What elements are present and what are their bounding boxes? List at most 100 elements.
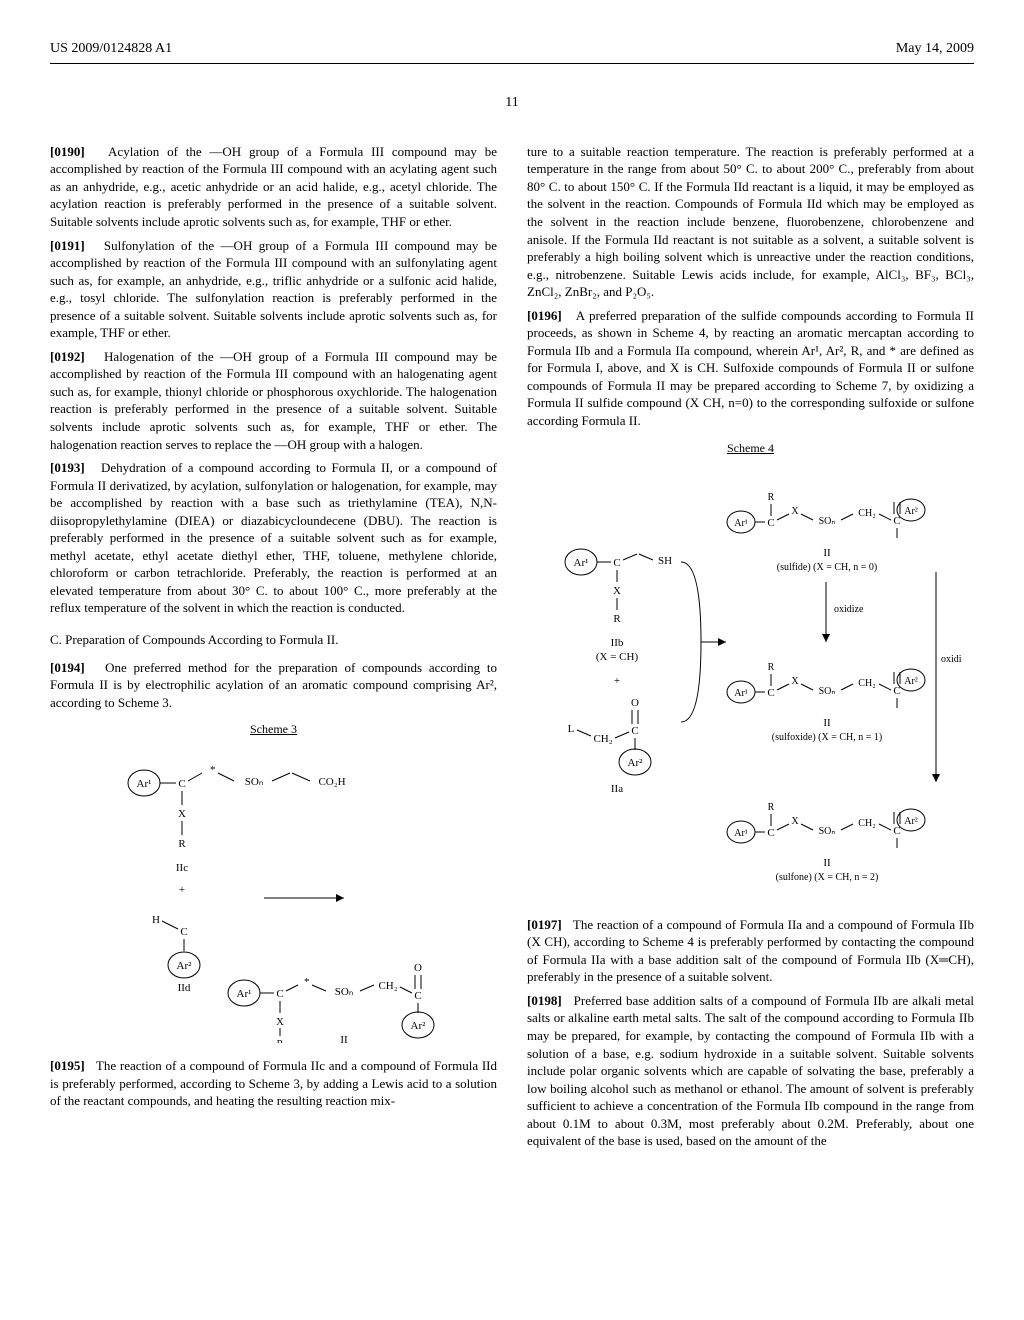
svg-text:X: X <box>791 676 799 687</box>
svg-text:Ar²: Ar² <box>410 1020 426 1032</box>
svg-text:SOₙ: SOₙ <box>334 986 352 998</box>
scheme4-label: Scheme 4 <box>527 440 974 456</box>
para-num: [0195] <box>50 1058 85 1073</box>
svg-text:C: C <box>767 517 774 529</box>
para-text: ture to a suitable reaction temperature.… <box>527 144 974 299</box>
two-column-layout: [0190] Acylation of the —OH group of a F… <box>50 143 974 1156</box>
svg-text:CH₂: CH₂ <box>858 508 875 519</box>
svg-text:+: + <box>178 884 184 896</box>
svg-text:Ar²: Ar² <box>904 676 918 687</box>
svg-text:*: * <box>304 976 310 988</box>
svg-text:C: C <box>178 778 185 790</box>
svg-text:X: X <box>178 808 186 820</box>
svg-text:CH₂: CH₂ <box>858 678 875 689</box>
svg-text:Ar¹: Ar¹ <box>734 688 748 699</box>
header-rule <box>50 63 974 64</box>
svg-text:Ar¹: Ar¹ <box>734 518 748 529</box>
svg-text:R: R <box>767 802 774 813</box>
para-text: Acylation of the —OH group of a Formula … <box>50 144 497 229</box>
paragraph-0190: [0190] Acylation of the —OH group of a F… <box>50 143 497 231</box>
paragraph-0197: [0197] The reaction of a compound of For… <box>527 916 974 986</box>
svg-text:X: X <box>791 506 799 517</box>
para-num: [0190] <box>50 144 85 159</box>
para-text: Halogenation of the —OH group of a Formu… <box>50 349 497 452</box>
svg-text:IIc: IIc <box>175 862 187 874</box>
svg-text:SOₙ: SOₙ <box>244 776 262 788</box>
svg-text:Ar²: Ar² <box>627 757 643 769</box>
para-num: [0194] <box>50 660 85 675</box>
svg-text:O: O <box>631 697 639 709</box>
svg-text:(sulfone) (X = CH, n = 2): (sulfone) (X = CH, n = 2) <box>775 872 878 883</box>
svg-text:SOₙ: SOₙ <box>818 826 835 837</box>
svg-text:X: X <box>791 816 799 827</box>
svg-text:CH₂: CH₂ <box>593 733 612 745</box>
svg-text:CH₂: CH₂ <box>858 818 875 829</box>
svg-text:C: C <box>767 827 774 839</box>
svg-text:oxidize: oxidize <box>941 654 961 665</box>
para-num: [0198] <box>527 993 562 1008</box>
svg-text:SOₙ: SOₙ <box>818 686 835 697</box>
svg-text:C: C <box>276 988 283 1000</box>
para-num: [0197] <box>527 917 562 932</box>
svg-text:CO₂H: CO₂H <box>318 776 345 788</box>
patent-number: US 2009/0124828 A1 <box>50 40 172 59</box>
svg-text:+: + <box>613 675 619 687</box>
svg-text:*: * <box>210 764 216 776</box>
para-text: Sulfonylation of the —OH group of a Form… <box>50 238 497 341</box>
right-column: ture to a suitable reaction temperature.… <box>527 143 974 1156</box>
svg-text:Ar¹: Ar¹ <box>136 778 151 790</box>
para-text: Dehydration of a compound according to F… <box>50 460 497 615</box>
paragraph-0192: [0192] Halogenation of the —OH group of … <box>50 348 497 453</box>
page-number: 11 <box>50 94 974 113</box>
svg-text:R: R <box>276 1039 283 1043</box>
svg-text:X: X <box>276 1016 284 1028</box>
svg-text:H: H <box>152 914 160 926</box>
svg-text:(sulfoxide) (X = CH, n = 1): (sulfoxide) (X = CH, n = 1) <box>771 732 881 743</box>
paragraph-0196: [0196] A preferred preparation of the su… <box>527 307 974 430</box>
page-header: US 2009/0124828 A1 May 14, 2009 <box>50 40 974 59</box>
svg-text:II: II <box>823 717 831 729</box>
svg-text:R: R <box>767 662 774 673</box>
svg-text:O: O <box>414 962 422 974</box>
para-text: Preferred base addition salts of a compo… <box>527 993 974 1148</box>
svg-text:C: C <box>631 725 638 737</box>
patent-date: May 14, 2009 <box>896 40 974 59</box>
svg-text:C: C <box>613 557 620 569</box>
svg-text:IId: IId <box>177 982 190 994</box>
svg-text:C: C <box>180 926 187 938</box>
para-num: [0191] <box>50 238 85 253</box>
svg-text:CH₂: CH₂ <box>378 980 397 992</box>
section-heading-c: C. Preparation of Compounds According to… <box>50 631 497 649</box>
svg-text:Ar¹: Ar¹ <box>236 988 251 1000</box>
svg-text:C: C <box>767 687 774 699</box>
scheme4-diagram: Ar¹ C SH X R IIb (X = CH) + L CH₂ C <box>527 462 974 902</box>
svg-text:X: X <box>613 585 621 597</box>
svg-text:(X = CH): (X = CH) <box>595 651 638 663</box>
svg-text:II: II <box>823 857 831 869</box>
scheme3-label: Scheme 3 <box>50 721 497 737</box>
svg-text:Ar¹: Ar¹ <box>573 557 588 569</box>
svg-text:R: R <box>767 492 774 503</box>
svg-text:L: L <box>567 723 574 735</box>
paragraph-0198: [0198] Preferred base addition salts of … <box>527 992 974 1150</box>
left-column: [0190] Acylation of the —OH group of a F… <box>50 143 497 1156</box>
svg-text:IIa: IIa <box>610 783 622 795</box>
svg-text:II: II <box>823 547 831 559</box>
svg-text:SOₙ: SOₙ <box>818 516 835 527</box>
para-text: A preferred preparation of the sulfide c… <box>527 308 974 428</box>
para-text: One preferred method for the preparation… <box>50 660 497 710</box>
svg-text:oxidize: oxidize <box>834 604 864 615</box>
para-num: [0193] <box>50 460 85 475</box>
paragraph-0194: [0194] One preferred method for the prep… <box>50 659 497 712</box>
scheme3-diagram: Ar¹ C * X R SOₙ CO₂H IIc + H C <box>50 743 497 1043</box>
paragraph-0195: [0195] The reaction of a compound of For… <box>50 1057 497 1110</box>
svg-text:Ar¹: Ar¹ <box>734 828 748 839</box>
svg-text:Ar²: Ar² <box>176 960 192 972</box>
para-num: [0196] <box>527 308 562 323</box>
para-text: The reaction of a compound of Formula II… <box>527 917 974 985</box>
svg-text:C: C <box>414 990 421 1002</box>
svg-text:R: R <box>178 838 186 850</box>
svg-text:R: R <box>613 613 621 625</box>
svg-text:Ar²: Ar² <box>904 816 918 827</box>
para-num: [0192] <box>50 349 85 364</box>
